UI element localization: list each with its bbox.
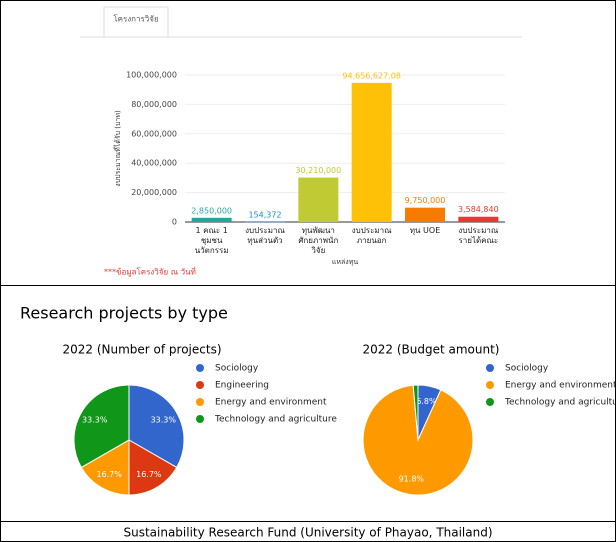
legend-swatch bbox=[196, 415, 204, 423]
slice-label: 6.8% bbox=[416, 397, 437, 406]
slice-label: 33.3% bbox=[82, 416, 108, 425]
pie-slice bbox=[128, 439, 178, 496]
note: ***ข้อมูลโครงวิจัย ณ วันที่ bbox=[104, 266, 196, 278]
legend-label: Sociology bbox=[215, 364, 259, 374]
legend-swatch bbox=[196, 398, 204, 406]
slice-label: 33.3% bbox=[151, 416, 177, 425]
legend-label: Technology and agriculture bbox=[504, 398, 616, 408]
x-tick-label: 1 คณะ 1 ชุมชน นวัตกรรม bbox=[194, 226, 229, 255]
chart-title: 2022 (Budget amount) bbox=[363, 343, 500, 357]
bar bbox=[351, 82, 392, 222]
slice-label: 16.7% bbox=[96, 470, 122, 479]
pie-slice bbox=[362, 384, 474, 496]
bar bbox=[405, 207, 445, 222]
chart-title: 2022 (Number of projects) bbox=[62, 343, 221, 357]
value-label: 3,584,840 bbox=[458, 205, 499, 214]
pie-slice bbox=[80, 439, 130, 496]
pie-slice bbox=[73, 384, 130, 469]
y-tick-label: 40,000,000 bbox=[131, 159, 177, 168]
y-tick-label: 80,000,000 bbox=[131, 100, 177, 109]
legend-swatch bbox=[196, 364, 204, 372]
y-tick-label: 60,000,000 bbox=[131, 129, 177, 138]
legend-label: Energy and environment bbox=[215, 398, 327, 408]
legend-swatch bbox=[486, 381, 494, 389]
slice-label: 16.7% bbox=[136, 470, 162, 479]
heading: Research projects by type bbox=[20, 304, 228, 323]
x-axis-label: แหล่งทุน bbox=[332, 258, 358, 266]
pie-slice bbox=[128, 384, 185, 469]
caption: Sustainability Research Fund (University… bbox=[123, 526, 492, 540]
bar bbox=[458, 216, 499, 222]
bar bbox=[191, 217, 232, 222]
value-label: 9,750,000 bbox=[405, 196, 446, 205]
value-label: 30,210,000 bbox=[295, 166, 341, 175]
legend-label: Sociology bbox=[505, 364, 549, 374]
value-label: 154,372 bbox=[248, 210, 281, 219]
x-tick-label: ทุนพัฒนาศักยภาพนักวิจัย bbox=[298, 226, 339, 255]
legend-label: Engineering bbox=[215, 381, 269, 391]
value-label: 2,850,000 bbox=[191, 206, 232, 215]
y-axis-label: งบประมาณที่ได้รับ (บาท) bbox=[113, 110, 122, 187]
pie-slice bbox=[412, 384, 419, 441]
x-tick-label: ทุน UOE bbox=[409, 226, 441, 235]
bar bbox=[245, 221, 285, 223]
slice-label: 91.8% bbox=[399, 475, 425, 484]
x-tick-label: งบประมาณภายนอก bbox=[351, 226, 392, 245]
y-tick-label: 0 bbox=[172, 218, 177, 227]
legend-label: Energy and environment bbox=[505, 381, 616, 391]
x-tick-label: งบประมาณทุนส่วนตัว bbox=[245, 226, 285, 245]
y-tick-label: 20,000,000 bbox=[131, 188, 177, 197]
legend-swatch bbox=[486, 364, 494, 372]
tab-label[interactable]: โครงการวิจัย bbox=[113, 14, 158, 24]
y-tick-label: 100,000,000 bbox=[126, 71, 177, 80]
legend-swatch bbox=[486, 398, 494, 406]
value-label: 94,656,627.08 bbox=[342, 71, 401, 80]
legend-swatch bbox=[196, 381, 204, 389]
legend-label: Technology and agriculture bbox=[214, 415, 337, 425]
bar bbox=[298, 177, 339, 222]
x-tick-label: งบประมาณรายได้คณะ bbox=[458, 226, 499, 245]
tab[interactable] bbox=[103, 6, 169, 38]
